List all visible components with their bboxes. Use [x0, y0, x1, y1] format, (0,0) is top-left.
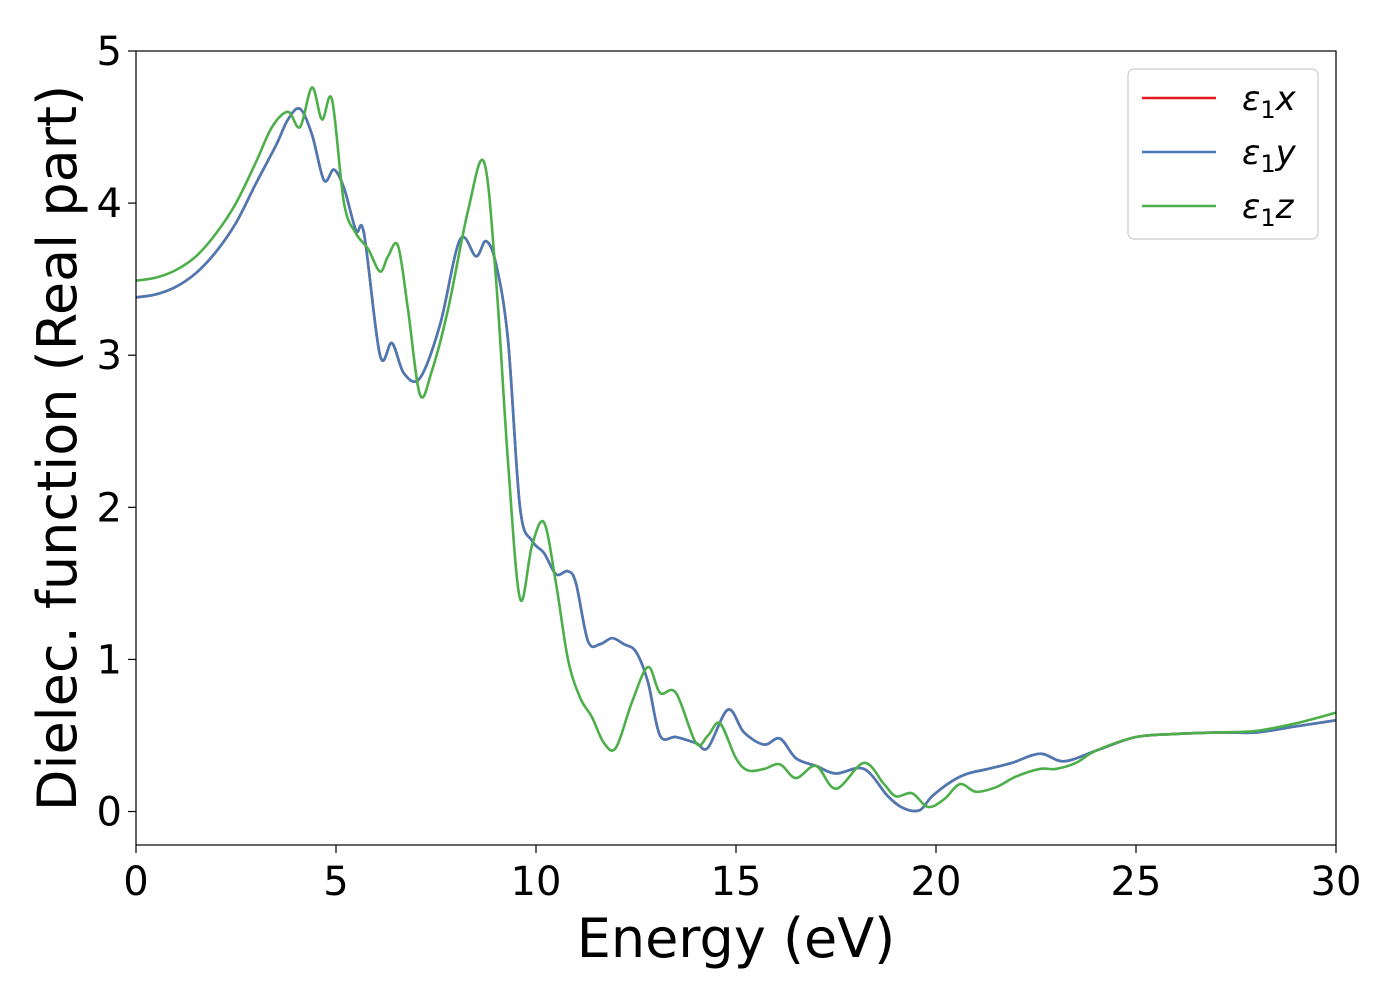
x-tick-label: 0 — [123, 859, 148, 905]
series-line-2 — [136, 107, 1336, 813]
y-tick-label: 5 — [97, 29, 122, 75]
y-tick-label: 3 — [97, 333, 122, 379]
legend-label-x: ε1x — [1242, 79, 1297, 124]
y-tick-label: 4 — [97, 181, 122, 227]
y-tick-label: 1 — [97, 637, 122, 683]
y-axis: 0 1 2 3 4 5 — [97, 29, 136, 836]
legend-label-y: ε1y — [1242, 133, 1297, 178]
y-axis-title: Dielec. function (Real part) — [26, 85, 89, 811]
legend: ε1x ε1y ε1z — [1127, 68, 1319, 240]
x-tick-label: 30 — [1311, 859, 1362, 905]
x-tick-label: 25 — [1111, 859, 1162, 905]
x-tick-label: 10 — [511, 859, 562, 905]
x-tick-label: 15 — [711, 859, 762, 905]
x-axis-title: Energy (eV) — [577, 907, 896, 970]
x-tick-label: 20 — [911, 859, 962, 905]
series-line-3 — [136, 86, 1336, 809]
x-tick-label: 5 — [323, 859, 348, 905]
legend-label-z: ε1z — [1242, 187, 1295, 232]
legend-box — [1127, 68, 1319, 240]
y-tick-label: 0 — [97, 790, 122, 836]
y-tick-label: 2 — [97, 485, 122, 531]
x-axis: 0 5 10 15 20 25 30 — [123, 845, 1361, 905]
plot-lines — [136, 86, 1336, 813]
